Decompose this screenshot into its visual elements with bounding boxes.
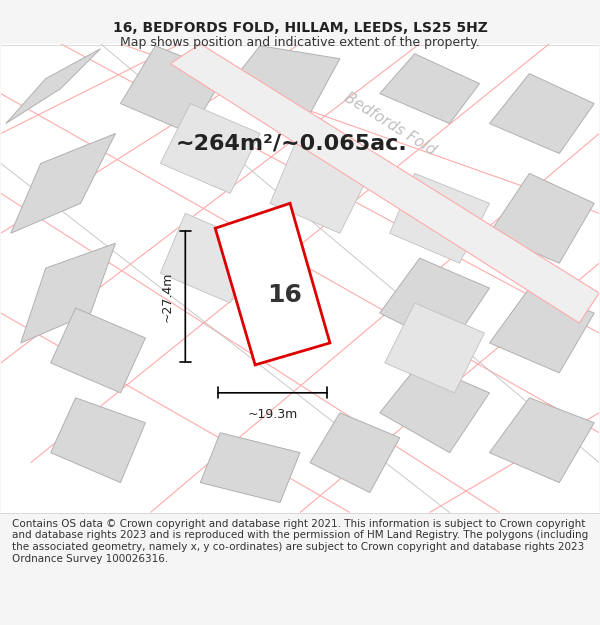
Polygon shape	[21, 243, 115, 343]
Polygon shape	[50, 308, 145, 393]
Polygon shape	[490, 398, 594, 482]
Text: Contains OS data © Crown copyright and database right 2021. This information is : Contains OS data © Crown copyright and d…	[12, 519, 588, 564]
Polygon shape	[310, 412, 400, 492]
Polygon shape	[215, 203, 330, 365]
Polygon shape	[490, 74, 594, 154]
Text: 16: 16	[268, 283, 302, 307]
Polygon shape	[380, 54, 479, 124]
Polygon shape	[380, 363, 490, 452]
Text: Map shows position and indicative extent of the property.: Map shows position and indicative extent…	[120, 36, 480, 49]
Polygon shape	[160, 213, 255, 303]
Text: ~264m²/~0.065ac.: ~264m²/~0.065ac.	[175, 134, 407, 154]
Polygon shape	[121, 46, 225, 134]
Polygon shape	[50, 398, 145, 482]
Text: 16, BEDFORDS FOLD, HILLAM, LEEDS, LS25 5HZ: 16, BEDFORDS FOLD, HILLAM, LEEDS, LS25 5…	[113, 21, 487, 35]
Polygon shape	[380, 258, 490, 348]
Text: ~19.3m: ~19.3m	[247, 408, 298, 421]
Polygon shape	[270, 144, 370, 233]
Polygon shape	[490, 288, 594, 373]
Polygon shape	[11, 134, 115, 233]
Polygon shape	[160, 104, 260, 193]
Polygon shape	[385, 303, 485, 393]
Text: Bedfords Fold: Bedfords Fold	[341, 89, 438, 158]
Polygon shape	[170, 44, 599, 323]
Polygon shape	[490, 173, 594, 263]
Polygon shape	[6, 49, 101, 124]
Polygon shape	[200, 432, 300, 502]
Text: ~27.4m: ~27.4m	[160, 271, 173, 322]
Polygon shape	[230, 46, 340, 114]
Polygon shape	[390, 173, 490, 263]
